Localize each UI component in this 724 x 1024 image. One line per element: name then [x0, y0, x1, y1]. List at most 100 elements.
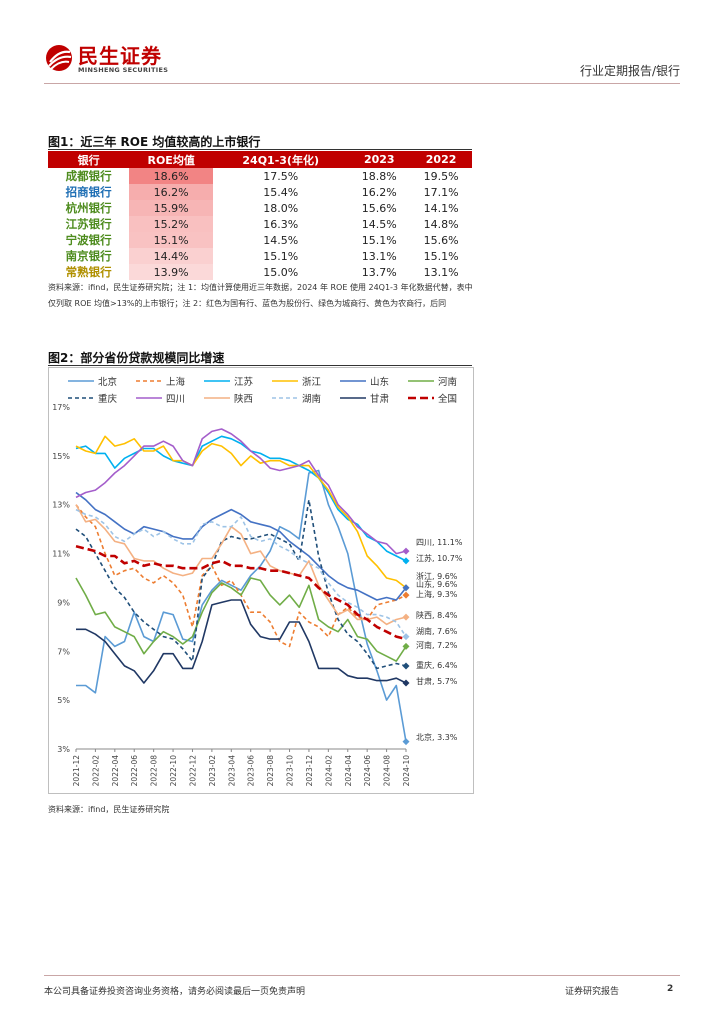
roe-24q: 14.5% — [263, 233, 299, 247]
end-marker — [402, 662, 410, 670]
figure1-rule — [48, 149, 472, 150]
x-tick-label: 2024-10 — [402, 755, 411, 787]
figure2-source: 资料来源：ifind，民生证券研究院 — [48, 805, 170, 814]
series-line — [75, 544, 407, 641]
end-label: 浙江, 9.6% — [416, 571, 458, 581]
y-tick-label: 5% — [57, 696, 70, 705]
roe-2023: 18.8% — [361, 169, 397, 183]
x-tick-label: 2022-06 — [130, 755, 139, 787]
end-marker — [402, 547, 410, 555]
series-line — [75, 504, 407, 626]
legend-label: 湖南 — [302, 393, 321, 405]
legend-label: 陕西 — [234, 393, 253, 405]
bank-name: 南京银行 — [65, 249, 112, 263]
series-line — [76, 469, 407, 742]
figure1-title: 图1：近三年 ROE 均值较高的上市银行 — [48, 135, 261, 149]
table-row: 常熟银行 13.9% 15.0% 13.7% 13.1% — [48, 264, 472, 280]
y-tick-label: 17% — [52, 403, 70, 412]
x-tick-label: 2023-08 — [266, 755, 275, 787]
x-tick-label: 2022-08 — [150, 755, 159, 787]
chart-frame — [48, 367, 474, 794]
x-tick-label: 2022-02 — [91, 755, 100, 787]
roe-2022: 15.6% — [423, 233, 459, 247]
x-tick-label: 2023-10 — [286, 755, 295, 787]
end-marker — [402, 679, 410, 687]
x-tick-label: 2023-04 — [227, 755, 236, 787]
legend-label: 重庆 — [98, 393, 118, 405]
roe-avg: 13.9% — [129, 264, 213, 280]
legend-label: 甘肃 — [370, 393, 389, 405]
end-marker — [402, 591, 410, 599]
legend-label: 江苏 — [234, 376, 254, 388]
roe-2023: 13.7% — [361, 265, 397, 279]
end-label: 湖南, 7.6% — [416, 626, 458, 636]
roe-avg: 15.9% — [129, 200, 213, 216]
roe-24q: 16.3% — [263, 217, 299, 231]
roe-24q: 15.0% — [263, 265, 299, 279]
roe-2022: 19.5% — [423, 169, 459, 183]
end-label: 河南, 7.2% — [416, 640, 458, 650]
end-label: 重庆, 6.4% — [416, 660, 458, 670]
bank-name: 江苏银行 — [65, 217, 112, 231]
y-tick-label: 9% — [57, 598, 70, 607]
roe-2022: 14.8% — [423, 217, 459, 231]
brand-name-cn: 民生证券 — [78, 44, 162, 68]
figure2-title: 图2：部分省份贷款规模同比增速 — [48, 351, 225, 365]
header-divider — [44, 83, 680, 84]
brand-logo: 民生证券 MINSHENG SECURITIES — [44, 40, 184, 80]
series-line — [75, 508, 407, 638]
x-tick-label: 2022-12 — [188, 755, 197, 787]
end-label: 陕西, 8.4% — [416, 610, 458, 620]
legend-label: 河南 — [438, 376, 457, 388]
roe-avg: 15.1% — [129, 232, 213, 248]
loan-growth-chart: 3% 5% 7% 9% 11% 13% 15% 17% 2021-12 2022-02 2022-0… — [48, 367, 474, 794]
footer-disclaimer: 本公司具备证券投资咨询业务资格，请务必阅读最后一页免责声明 — [44, 987, 306, 997]
bank-name: 招商银行 — [65, 185, 112, 199]
end-marker — [402, 633, 410, 641]
report-type: 行业定期报告/银行 — [579, 64, 680, 78]
roe-avg: 18.6% — [129, 168, 213, 184]
series-line — [75, 428, 407, 555]
brand-name-en: MINSHENG SECURITIES — [78, 66, 169, 74]
col-header: 24Q1-3(年化) — [213, 151, 349, 168]
roe-avg: 16.2% — [129, 184, 213, 200]
footer-report-label: 证券研究报告 — [565, 987, 620, 997]
roe-2023: 13.1% — [361, 249, 397, 263]
end-label: 四川, 11.1% — [416, 538, 463, 547]
series-line — [75, 577, 407, 662]
bank-name: 成都银行 — [65, 169, 112, 183]
x-tick-label: 2024-08 — [383, 755, 392, 787]
series-line — [75, 499, 407, 670]
x-tick-label: 2022-10 — [169, 755, 178, 787]
end-marker — [402, 613, 410, 621]
y-tick-label: 15% — [52, 452, 70, 461]
table-row: 南京银行 14.4% 15.1% 13.1% 15.1% — [48, 248, 472, 264]
bank-name: 常熟银行 — [65, 265, 112, 279]
table-row: 成都银行 18.6% 17.5% 18.8% 19.5% — [48, 168, 472, 184]
x-tick-label: 2024-06 — [363, 755, 372, 787]
legend-label: 北京 — [98, 376, 117, 388]
legend-label: 上海 — [166, 376, 186, 388]
legend-label: 四川 — [166, 394, 185, 405]
roe-2022: 13.1% — [423, 265, 459, 279]
x-tick-label: 2023-06 — [247, 755, 256, 787]
end-marker — [402, 584, 410, 592]
x-tick-label: 2024-02 — [324, 755, 333, 787]
series-line — [75, 435, 407, 562]
footer-divider — [44, 975, 680, 976]
col-header: ROE均值 — [129, 151, 213, 168]
table-row: 招商银行 16.2% 15.4% 16.2% 17.1% — [48, 184, 472, 200]
roe-2022: 14.1% — [423, 201, 459, 215]
end-label: 甘肃, 5.7% — [416, 676, 458, 686]
bank-name: 杭州银行 — [65, 201, 112, 215]
y-tick-label: 3% — [57, 745, 70, 754]
series-line — [75, 491, 407, 601]
chart-svg: 3% 5% 7% 9% 11% 13% 15% 17% 2021-12 2022-02 2022-0… — [48, 367, 474, 794]
x-tick-label: 2023-02 — [208, 755, 217, 787]
roe-2022: 17.1% — [423, 185, 459, 199]
roe-avg: 14.4% — [129, 248, 213, 264]
end-label: 上海, 9.3% — [416, 589, 458, 599]
col-header: 2022 — [410, 151, 472, 168]
roe-avg: 15.2% — [129, 216, 213, 232]
roe-2023: 14.5% — [361, 217, 397, 231]
